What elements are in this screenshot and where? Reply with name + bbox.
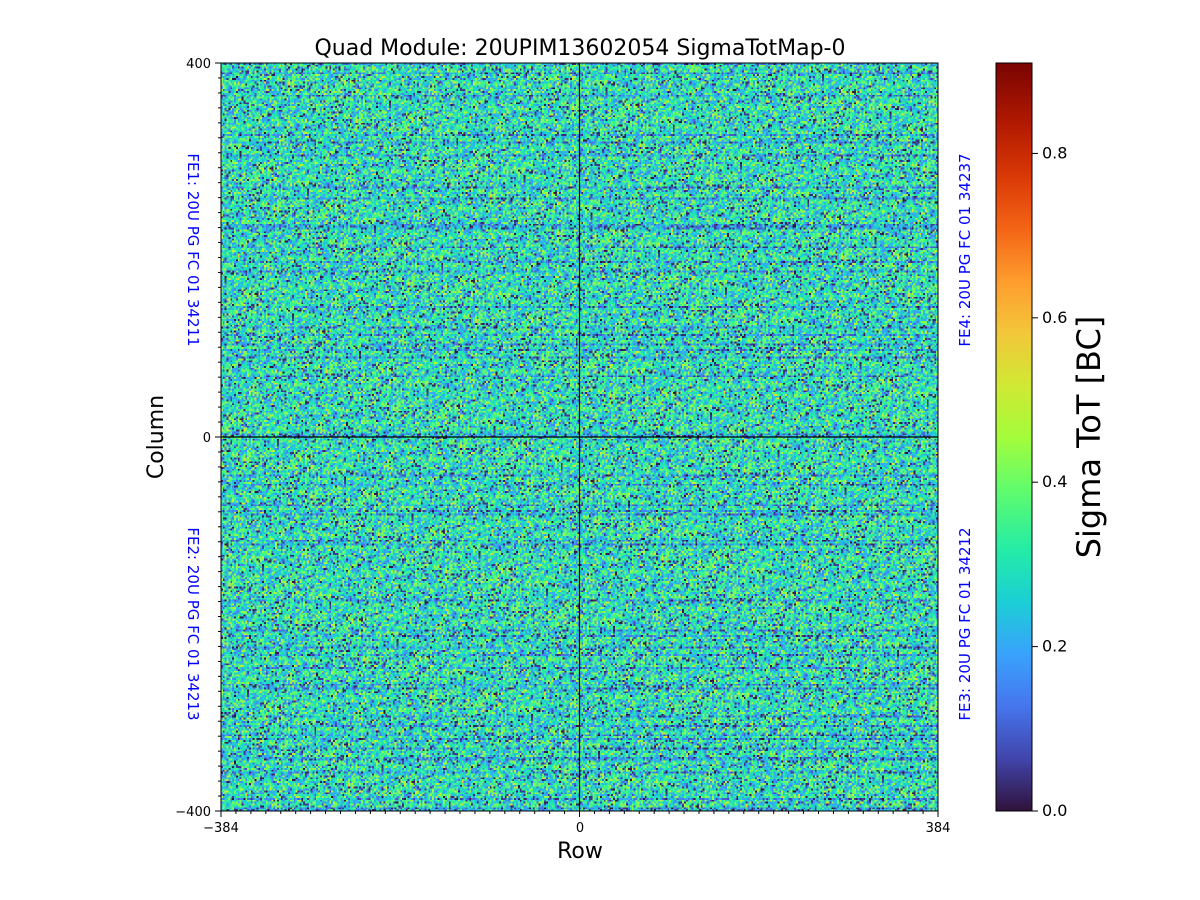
colorbar-tick-label: 0.4 — [1042, 472, 1067, 491]
colorbar-label: Sigma ToT [BC] — [1070, 316, 1108, 559]
y-axis-ticks — [215, 62, 221, 812]
colorbar-ticks: 0.0 0.2 0.4 0.6 0.8 — [1032, 143, 1067, 820]
fe1-label: FE1: 20U PG FC 01 34211 — [184, 153, 202, 346]
x-axis-ticks — [220, 811, 939, 817]
fe3-label: FE3: 20U PG FC 01 34212 — [956, 527, 974, 720]
colorbar-gradient — [995, 62, 1033, 812]
colorbar-tick-label: 0.0 — [1042, 801, 1067, 820]
heatmap-plot-area — [220, 62, 939, 812]
x-tick-label-zero: 0 — [576, 821, 584, 836]
fe4-label: FE4: 20U PG FC 01 34237 — [956, 153, 974, 346]
colorbar-tick-label: 0.2 — [1042, 637, 1067, 656]
chart-title: Quad Module: 20UPIM13602054 SigmaTotMap-… — [314, 36, 845, 61]
x-axis-label: Row — [557, 839, 603, 864]
y-axis-label: Column — [144, 395, 169, 479]
colorbar-tick-label: 0.6 — [1042, 308, 1067, 327]
y-tick-label-max: 400 — [186, 57, 211, 72]
fe2-label: FE2: 20U PG FC 01 34213 — [184, 527, 202, 720]
colorbar: 0.0 0.2 0.4 0.6 0.8 Sigma ToT [BC] — [995, 62, 1108, 820]
y-tick-label-zero: 0 — [203, 431, 211, 446]
x-tick-label-min: −384 — [203, 821, 239, 836]
x-tick-label-max: 384 — [926, 821, 951, 836]
y-tick-label-min: −400 — [175, 805, 211, 820]
colorbar-tick-label: 0.8 — [1042, 143, 1067, 162]
